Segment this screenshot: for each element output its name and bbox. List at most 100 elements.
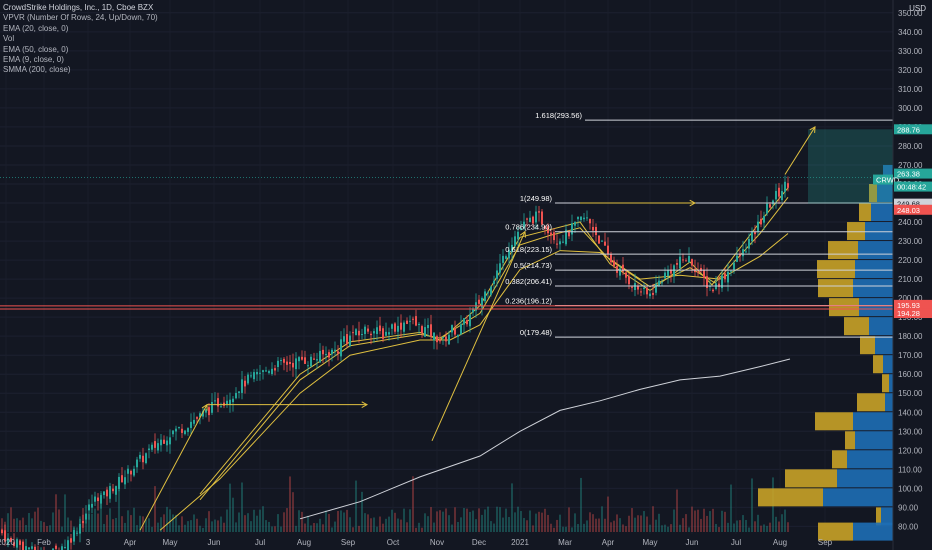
fib-level-label: 0.5(214.73) [514, 261, 553, 270]
candle-body [778, 187, 780, 197]
vp-up-bar [837, 469, 893, 488]
arrow-target [784, 126, 816, 175]
volume-bar [607, 496, 609, 532]
vp-down-bar [818, 279, 853, 298]
candle-body [484, 291, 486, 302]
volume-bar [175, 514, 177, 532]
candle-body [529, 217, 531, 223]
volume-bar [364, 513, 366, 532]
volume-bar [487, 506, 489, 532]
arrow-rise-1 [139, 404, 208, 531]
volume-bar [76, 527, 78, 532]
indicator-vpvr[interactable]: VPVR (Number Of Rows, 24, Up/Down, 70) [3, 13, 158, 23]
candle-body [334, 349, 336, 351]
volume-bar [499, 507, 501, 532]
volume-bar [370, 518, 372, 532]
vp-up-bar [855, 431, 893, 450]
candle-body [277, 360, 279, 368]
volume-bar [676, 489, 678, 532]
time-tick-label: Jul [731, 538, 741, 547]
candle-body [364, 326, 366, 335]
volume-bar [535, 513, 537, 532]
volume-bar [694, 510, 696, 532]
candle-body [412, 318, 414, 320]
volume-bar [139, 515, 141, 532]
price-label-text: 00:48:42 [897, 183, 926, 192]
volume-bar [295, 525, 297, 532]
drawing-arrows[interactable] [139, 126, 893, 531]
candle-body [520, 228, 522, 231]
chart-title[interactable]: CrowdStrike Holdings, Inc., 1D, Cboe BZX [3, 3, 154, 12]
volume-bar [373, 517, 375, 532]
candle-body [4, 530, 6, 542]
candle-body [265, 370, 267, 372]
candle-body [307, 365, 309, 367]
candle-body [400, 322, 402, 330]
volume-bar [469, 511, 471, 532]
volume-bar [160, 517, 162, 532]
candle-body [448, 334, 450, 345]
volume-bar [391, 509, 393, 532]
candle-body [535, 211, 537, 223]
indicator-ema9[interactable]: EMA (9, close, 0) [3, 55, 64, 65]
price-axis[interactable]: 80.00 90.00 100.00 110.00 120.00 130.00 140.00… [873, 0, 932, 550]
volume-bar [31, 518, 33, 532]
volume-bar [754, 521, 756, 532]
indicator-smma200[interactable]: SMMA (200, close) [3, 65, 71, 75]
candle-body [574, 221, 576, 226]
time-tick-label: Mar [558, 538, 572, 547]
candle-body [148, 448, 150, 451]
candle-body [73, 530, 75, 542]
volume-bar [430, 507, 432, 532]
candle-body [784, 181, 786, 192]
volume-bar [178, 525, 180, 532]
volume-bar [103, 523, 105, 532]
fib-retracement[interactable]: 1.618(293.56) 1(249.98) 0.786(234.90) 0.618… [0, 111, 893, 338]
candle-body [208, 407, 210, 416]
vp-down-bar [829, 298, 859, 317]
volume-bar [424, 513, 426, 532]
candle-body [355, 329, 357, 336]
candle-body [691, 259, 693, 266]
candle-body [247, 374, 249, 384]
candle-body [655, 283, 657, 293]
candle-body [592, 226, 594, 231]
vp-down-bar [785, 469, 837, 488]
price-label-text: 195.93 [897, 301, 920, 310]
candle-body [754, 231, 756, 235]
candle-body [172, 430, 174, 435]
volume-bar [727, 522, 729, 532]
volume-bar [262, 506, 264, 532]
indicator-ema50[interactable]: EMA (50, close, 0) [3, 44, 69, 54]
candle-body [670, 269, 672, 274]
volume-bar [496, 506, 498, 532]
candle-body [421, 326, 423, 334]
volume-bar [37, 507, 39, 532]
candle-body [352, 332, 354, 334]
indicator-ema20[interactable]: EMA (20, close, 0) [3, 23, 69, 33]
candle-body [562, 241, 564, 243]
candle-body [1, 529, 3, 534]
price-label-text: 288.76 [897, 125, 920, 134]
time-axis[interactable]: 2020 Feb 3 Apr May Jun Jul Aug Sep Oct Nov Dec 2021 M… [0, 538, 833, 547]
candle-body [712, 289, 714, 292]
candle-body [442, 337, 444, 339]
candle-body [217, 398, 219, 407]
candle-body [730, 270, 732, 272]
volume-bar [544, 508, 546, 532]
candle-body [181, 428, 183, 433]
time-tick-label: Apr [602, 538, 615, 547]
candle-body [508, 249, 510, 259]
indicator-vol[interactable]: Vol [3, 34, 15, 44]
volume-bar [421, 527, 423, 532]
candle-body [724, 273, 726, 280]
candle-body [556, 243, 558, 245]
candle-body [547, 226, 549, 234]
candle-body [424, 327, 426, 337]
price-label-bg [894, 168, 932, 179]
volume-bar [457, 521, 459, 532]
candle-body [394, 323, 396, 332]
candle-body [652, 292, 654, 295]
volume-bar [562, 526, 564, 532]
